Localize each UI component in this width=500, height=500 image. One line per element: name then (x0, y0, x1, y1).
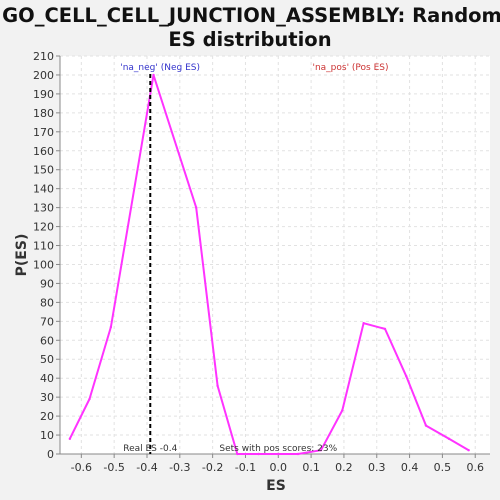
data-point (236, 452, 239, 456)
x-tick-label: 0.3 (368, 461, 386, 474)
data-point (296, 452, 300, 456)
x-tick-labels: -0.6 -0.5 -0.4 -0.3 -0.2 -0.1 0.0 0.1 0.2 0.3 0.4 0… (71, 461, 484, 474)
chart-title-line-2: ES distribution (168, 28, 331, 51)
x-tick-label: -0.3 (169, 461, 190, 474)
data-point (216, 384, 219, 387)
grid (60, 55, 490, 455)
y-tick-label: 120 (33, 221, 54, 234)
data-point (467, 449, 470, 452)
data-point (152, 73, 155, 77)
y-tick-label: 200 (33, 69, 54, 82)
y-tick-label: 180 (33, 107, 54, 120)
data-point (405, 375, 408, 378)
x-tick-label: -0.2 (202, 461, 223, 474)
data-point (319, 449, 323, 452)
y-tick-label: 30 (40, 391, 54, 404)
y-tick-label: 90 (40, 277, 54, 290)
x-axis-label: ES (266, 478, 286, 494)
y-tick-label: 100 (33, 258, 54, 271)
data-point (341, 409, 344, 412)
y-tick-label: 40 (40, 372, 54, 385)
chart-title-line-1: GO_CELL_CELL_JUNCTION_ASSEMBLY: Random (2, 4, 500, 27)
data-point (109, 325, 113, 329)
y-tick-label: 20 (40, 410, 54, 423)
series-line (68, 74, 470, 455)
data-point (195, 206, 198, 209)
y-tick-label: 150 (33, 164, 54, 177)
y-tick-label: 110 (33, 240, 54, 253)
data-point (362, 322, 365, 325)
x-tick-label: -0.6 (71, 461, 92, 474)
plot-area (60, 56, 490, 454)
data-point (424, 424, 428, 427)
x-tick-label: 0.5 (434, 461, 452, 474)
x-tick-label: 0.0 (270, 461, 288, 474)
data-point (383, 327, 387, 331)
y-tick-label: 210 (33, 50, 54, 63)
y-tick-label: 160 (33, 145, 54, 158)
data-point (88, 397, 91, 401)
y-tick-label: 0 (47, 448, 54, 461)
y-tick-label: 80 (40, 296, 54, 309)
x-tick-label: -0.1 (235, 461, 256, 474)
x-tick-label: 0.1 (302, 461, 320, 474)
x-tick-label: 0.4 (401, 461, 419, 474)
x-tick-label: 0.6 (466, 461, 484, 474)
x-tick-label: 0.2 (335, 461, 353, 474)
x-tick-label: -0.4 (136, 461, 157, 474)
y-tick-label: 190 (33, 88, 54, 101)
y-tick-label: 140 (33, 183, 54, 196)
data-point (277, 452, 280, 456)
y-tick-label: 50 (40, 353, 54, 366)
y-tick-label: 130 (33, 202, 54, 215)
series-layer (68, 73, 470, 456)
y-tick-label: 10 (40, 429, 54, 442)
y-tick-label: 170 (33, 126, 54, 139)
data-point (447, 437, 451, 441)
real-es-annotation: Real ES -0.4 (123, 444, 177, 454)
y-tick-labels: 0 10 20 30 40 50 60 70 80 90 100 110 120 130 140 150 160… (33, 50, 54, 461)
pos-scores-annotation: Sets with pos scores: 23% (219, 444, 337, 454)
y-tick-label: 70 (40, 315, 54, 328)
data-point (257, 452, 260, 456)
neg-es-label: 'na_neg' (Neg ES) (120, 63, 200, 73)
x-tick-label: -0.5 (103, 461, 124, 474)
data-point (68, 437, 72, 441)
pos-es-label: 'na_pos' (Pos ES) (312, 63, 388, 73)
y-tick-label: 60 (40, 334, 54, 347)
y-axis-label: P(ES) (14, 234, 30, 277)
